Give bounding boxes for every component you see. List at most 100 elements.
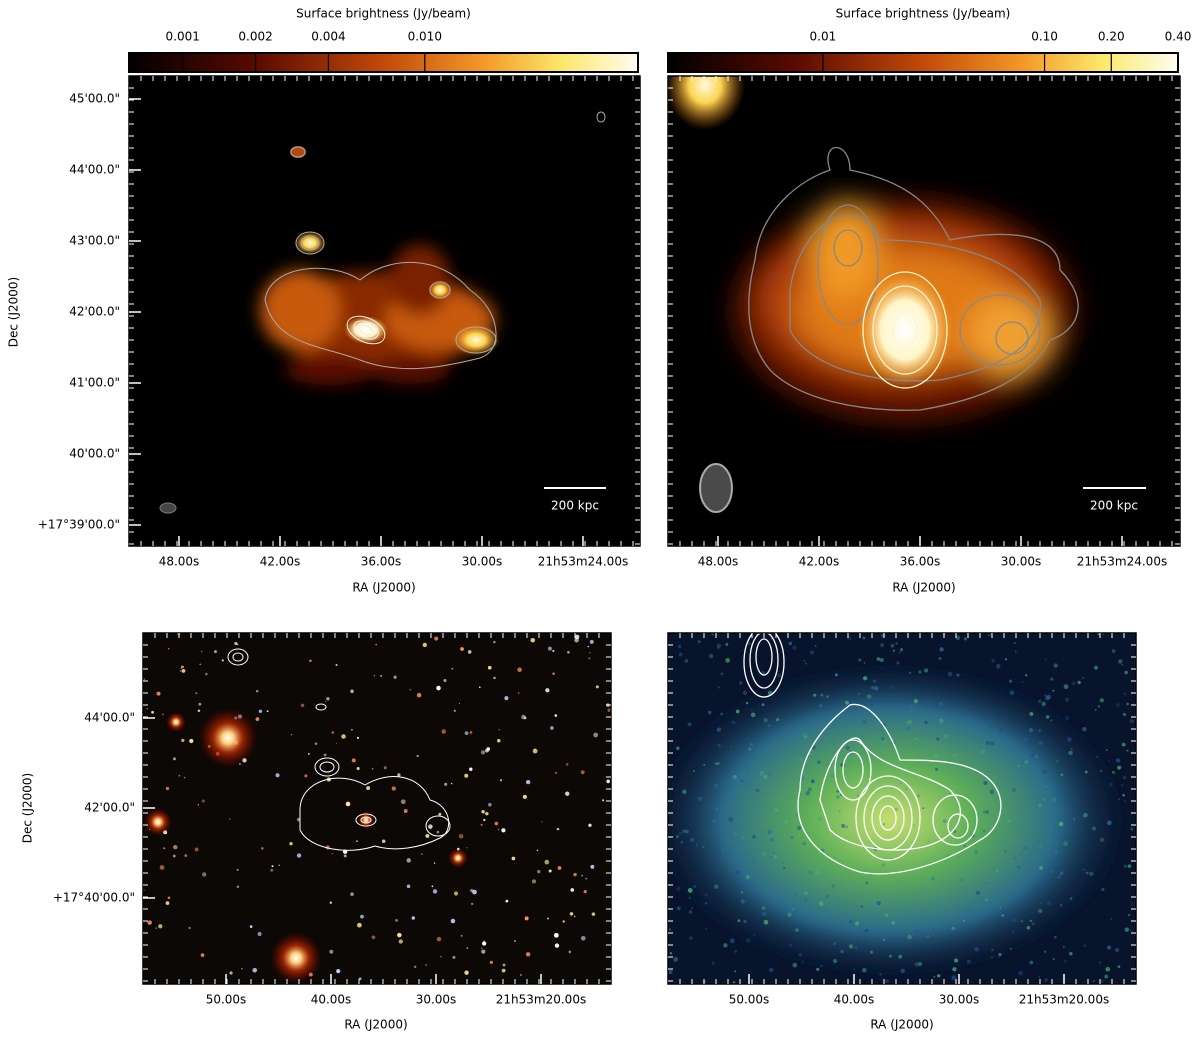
colorbar-tick-label: 0.40 xyxy=(1165,30,1192,44)
star xyxy=(421,853,423,855)
star xyxy=(450,918,456,924)
noise-dot xyxy=(990,726,994,729)
star xyxy=(453,891,459,896)
star xyxy=(569,912,574,916)
noise-dot xyxy=(1013,642,1016,645)
noise-dot xyxy=(953,958,959,963)
noise-dot xyxy=(996,663,1001,669)
noise-dot xyxy=(892,649,895,652)
noise-dot xyxy=(668,970,673,975)
noise-dot xyxy=(678,831,682,835)
noise-dot xyxy=(998,952,1002,957)
y-tick-label: +17°39'00.0" xyxy=(38,518,120,532)
noise-dot xyxy=(1082,676,1085,680)
star xyxy=(173,757,176,761)
noise-dot xyxy=(1012,918,1017,922)
star xyxy=(588,823,592,827)
star xyxy=(443,679,447,683)
noise-dot xyxy=(1045,785,1048,788)
noise-dot xyxy=(767,829,772,835)
noise-dot xyxy=(906,726,911,730)
noise-dot xyxy=(755,788,760,793)
noise-dot xyxy=(836,795,840,799)
noise-dot xyxy=(1031,922,1035,926)
noise-dot xyxy=(810,779,815,784)
star xyxy=(325,701,327,703)
noise-dot xyxy=(1117,765,1121,770)
noise-dot xyxy=(937,974,941,978)
x-tick-label: 21h53m20.00s xyxy=(1019,993,1109,1007)
x-axis-label: RA (J2000) xyxy=(352,581,415,595)
noise-dot xyxy=(955,635,961,641)
noise-dot xyxy=(830,774,835,778)
star xyxy=(257,931,262,937)
star xyxy=(229,971,233,975)
star xyxy=(432,889,438,894)
noise-dot xyxy=(938,718,944,724)
star xyxy=(498,729,500,731)
noise-dot xyxy=(798,757,803,762)
noise-dot xyxy=(1045,879,1048,883)
star xyxy=(381,839,386,843)
noise-dot xyxy=(1017,764,1020,767)
noise-dot xyxy=(725,658,731,663)
noise-dot xyxy=(690,906,694,910)
noise-dot xyxy=(959,877,964,882)
star xyxy=(568,950,572,954)
y-tick-label: 41'00.0" xyxy=(69,376,120,390)
noise-dot xyxy=(957,856,960,859)
noise-dot xyxy=(882,938,886,941)
noise-dot xyxy=(813,693,817,697)
star xyxy=(146,708,148,710)
noise-dot xyxy=(1038,729,1042,732)
star xyxy=(397,932,402,938)
noise-dot xyxy=(900,782,903,785)
noise-dot xyxy=(1048,788,1052,791)
noise-dot xyxy=(860,905,863,908)
noise-dot xyxy=(977,845,980,849)
star xyxy=(356,736,359,739)
noise-dot xyxy=(1023,737,1028,742)
noise-dot xyxy=(1016,884,1019,887)
noise-dot xyxy=(922,807,925,810)
star xyxy=(343,854,347,858)
noise-dot xyxy=(830,743,832,745)
noise-dot xyxy=(684,658,689,663)
star xyxy=(425,964,428,966)
star xyxy=(375,643,377,646)
noise-dot xyxy=(1010,947,1012,950)
noise-dot xyxy=(816,967,820,971)
star xyxy=(452,955,456,959)
star xyxy=(431,885,434,888)
colorbar-tick-label: 0.010 xyxy=(408,30,442,44)
noise-dot xyxy=(761,906,766,911)
noise-dot xyxy=(761,911,767,916)
noise-dot xyxy=(938,701,944,707)
noise-dot xyxy=(1038,909,1043,913)
noise-dot xyxy=(725,809,730,814)
noise-dot xyxy=(963,844,966,847)
x-tick-label: 40.00s xyxy=(834,993,875,1007)
star xyxy=(591,912,596,916)
noise-dot xyxy=(870,703,874,707)
noise-dot xyxy=(1130,827,1134,831)
noise-dot xyxy=(900,880,903,883)
star xyxy=(544,859,550,865)
colorbar-tick-label: 0.20 xyxy=(1098,30,1125,44)
star xyxy=(201,872,207,877)
x-tick-label: 30.00s xyxy=(416,993,457,1007)
noise-dot xyxy=(704,927,708,930)
noise-dot xyxy=(1050,719,1053,721)
star xyxy=(198,702,202,706)
star xyxy=(400,799,406,805)
star xyxy=(161,713,164,716)
star xyxy=(487,665,492,670)
noise-dot xyxy=(1070,748,1073,751)
noise-dot xyxy=(1068,750,1073,756)
noise-dot xyxy=(876,657,881,661)
star xyxy=(436,936,442,942)
star xyxy=(453,709,456,712)
noise-dot xyxy=(1012,788,1016,792)
star xyxy=(567,651,570,654)
star xyxy=(504,696,509,701)
